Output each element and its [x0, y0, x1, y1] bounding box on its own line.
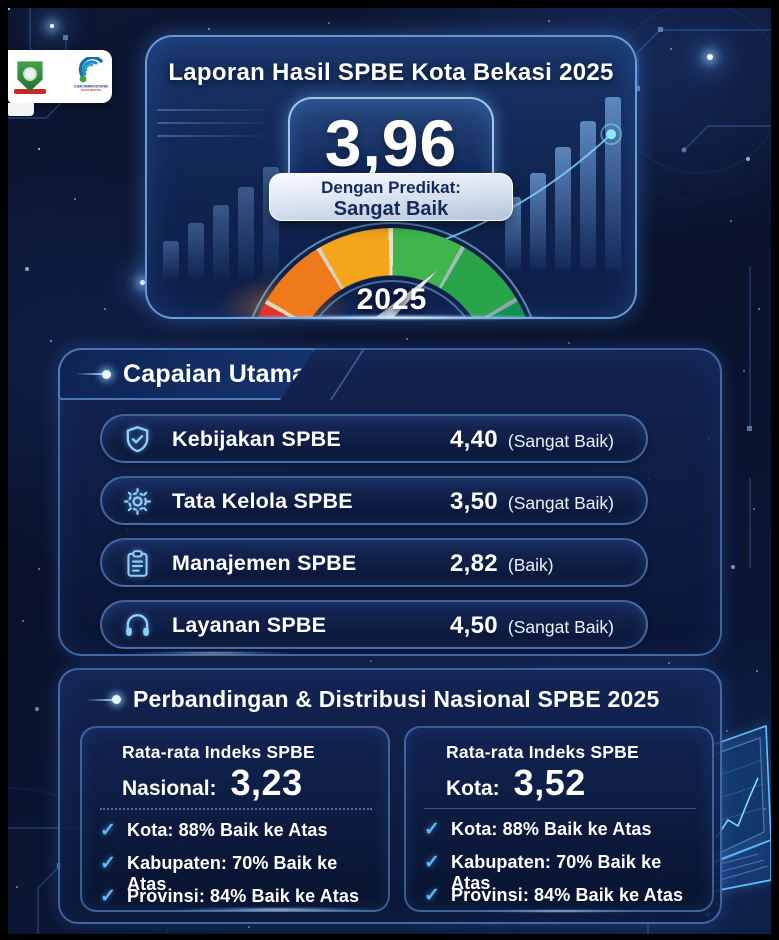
row-score: 4,50	[450, 612, 498, 639]
card-heading: Rata-rata Indeks SPBE	[446, 742, 639, 762]
glow-star-decoration	[707, 54, 713, 60]
dot-line-icon	[86, 695, 121, 704]
kota-index-value: 3,52	[513, 762, 586, 803]
predicate-label: Dengan Predikat:	[321, 178, 461, 197]
gauge-needle	[375, 269, 439, 317]
capaian-utama-section: Capaian Utama Kebijakan SPBE 4,40 (Sanga…	[58, 348, 722, 656]
scope-label: Nasional:	[122, 777, 217, 800]
capaian-row-tata-kelola: Tata Kelola SPBE 3,50 (Sangat Baik)	[100, 476, 648, 525]
nasional-card: Rata-rata Indeks SPBE Nasional: 3,23 ✓ K…	[80, 726, 390, 912]
diskominfo-logo: DISKOMINFOSTANDI KOTA BEKASI	[51, 56, 131, 97]
shield-check-icon	[122, 424, 153, 455]
check-icon: ✓	[424, 885, 441, 906]
check-icon: ✓	[100, 853, 117, 874]
page-title: Laporan Hasil SPBE Kota Bekasi 2025	[168, 59, 614, 86]
signal-arcs-icon	[78, 56, 103, 82]
logo-badge-tab	[8, 103, 34, 116]
distribution-item: Provinsi: 84% Baik ke Atas	[127, 886, 360, 906]
header-card: Laporan Hasil SPBE Kota Bekasi 2025 3,96…	[145, 35, 637, 319]
row-label: Kebijakan SPBE	[172, 427, 341, 451]
capaian-row-kebijakan: Kebijakan SPBE 4,40 (Sangat Baik)	[100, 414, 648, 463]
logo-badge: DISKOMINFOSTANDI KOTA BEKASI	[8, 50, 112, 103]
capaian-row-layanan: Layanan SPBE 4,50 (Sangat Baik)	[100, 600, 648, 649]
gauge-year-label: 2025	[356, 283, 428, 316]
headset-icon	[122, 610, 153, 641]
divider	[100, 808, 372, 810]
distribution-item: Kota: 88% Baik ke Atas	[451, 819, 652, 839]
row-score: 2,82	[450, 550, 498, 577]
streak-lines-decoration	[157, 109, 275, 148]
distribution-item: Kabupaten: 70% Baik ke Atas	[127, 853, 338, 894]
gear-icon	[122, 486, 153, 517]
glow-star-decoration	[140, 280, 145, 285]
capaian-utama-banner: Capaian Utama	[58, 348, 316, 400]
bar-chart-decoration-left	[163, 167, 279, 279]
dot-line-icon	[76, 370, 111, 379]
star-field-decoration	[8, 8, 10, 10]
score-gauge: 2025	[219, 222, 547, 317]
row-label: Manajemen SPBE	[172, 551, 357, 575]
spbe-score-value: 3,96	[324, 106, 458, 180]
distribution-item: Kota: 88% Baik ke Atas	[127, 820, 328, 840]
check-icon: ✓	[100, 886, 117, 907]
check-icon: ✓	[100, 820, 117, 841]
card-heading: Rata-rata Indeks SPBE	[122, 742, 315, 762]
row-predicate: (Sangat Baik)	[507, 493, 614, 513]
bekasi-emblem-icon	[17, 61, 43, 92]
logo-agency-text: DISKOMINFOSTANDI	[74, 84, 109, 88]
perbandingan-title: Perbandingan & Distribusi Nasional SPBE …	[133, 686, 660, 712]
capaian-row-manajemen: Manajemen SPBE 2,82 (Baik)	[100, 538, 648, 587]
row-label: Layanan SPBE	[172, 613, 327, 637]
scope-label: Kota:	[446, 777, 500, 800]
check-icon: ✓	[424, 819, 441, 840]
logo-agency-sub-text: KOTA BEKASI	[81, 88, 101, 92]
row-score: 3,50	[450, 488, 498, 515]
bekasi-city-logo	[14, 60, 46, 94]
row-predicate: (Sangat Baik)	[507, 431, 614, 451]
row-label: Tata Kelola SPBE	[172, 489, 353, 513]
distribution-item: Provinsi: 84% Baik ke Atas	[451, 885, 684, 905]
perbandingan-title-row: Perbandingan & Distribusi Nasional SPBE …	[86, 686, 659, 713]
predicate-pill: Dengan Predikat: Sangat Baik	[269, 173, 513, 221]
predicate-value: Sangat Baik	[333, 197, 449, 220]
perbandingan-section: Perbandingan & Distribusi Nasional SPBE …	[58, 668, 722, 924]
kota-card: Rata-rata Indeks SPBE Kota: 3,52 ✓ Kota:…	[404, 726, 714, 912]
clipboard-icon	[122, 548, 153, 579]
row-predicate: (Sangat Baik)	[507, 617, 614, 637]
glow-star-decoration	[50, 24, 54, 28]
distribution-item: Kabupaten: 70% Baik ke Atas	[451, 852, 662, 893]
check-icon: ✓	[424, 852, 441, 873]
row-predicate: (Baik)	[507, 555, 554, 575]
nasional-index-value: 3,23	[230, 762, 303, 803]
row-score: 4,40	[450, 426, 498, 453]
capaian-utama-title: Capaian Utama	[123, 359, 307, 388]
divider	[424, 808, 696, 809]
infographic-canvas: DISKOMINFOSTANDI KOTA BEKASI Laporan Has…	[8, 8, 771, 934]
capaian-rows: Kebijakan SPBE 4,40 (Sangat Baik) Tata K…	[100, 414, 648, 662]
